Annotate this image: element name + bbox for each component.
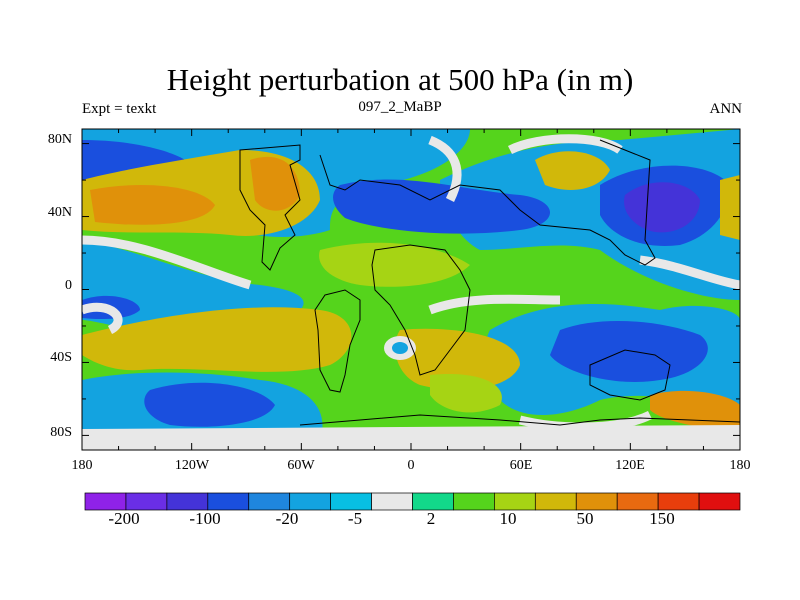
lon-label: 0 bbox=[407, 458, 415, 473]
lat-label: 40N bbox=[47, 205, 72, 220]
colorbar bbox=[84, 492, 741, 511]
colorbar-label: 10 bbox=[499, 509, 517, 528]
coastline bbox=[319, 139, 656, 266]
contour-band bbox=[428, 294, 561, 315]
contour-region bbox=[82, 307, 352, 372]
colorbar-label: 150 bbox=[649, 509, 675, 528]
colorbar-label: -100 bbox=[189, 509, 221, 528]
plot-title: Height perturbation at 500 hPa (in m) bbox=[166, 62, 634, 97]
lat-label: 80N bbox=[47, 132, 72, 147]
colorbar-label: -20 bbox=[275, 509, 299, 528]
contour-band bbox=[428, 135, 462, 203]
colorbar-box bbox=[698, 492, 741, 511]
contour-region bbox=[333, 179, 550, 234]
lat-label: 80S bbox=[50, 425, 72, 440]
colorbar-box bbox=[330, 492, 372, 511]
contour-band bbox=[82, 302, 123, 335]
colorbar-box bbox=[371, 492, 413, 511]
contour-region bbox=[624, 182, 700, 233]
left-string: Expt = texkt bbox=[82, 101, 157, 117]
coastline bbox=[589, 349, 671, 401]
contour-band bbox=[639, 255, 740, 290]
contour-region bbox=[650, 390, 740, 430]
contour-region bbox=[144, 382, 275, 427]
contour-region bbox=[430, 374, 502, 413]
right-string: ANN bbox=[709, 101, 743, 117]
contour-band bbox=[82, 425, 740, 450]
colorbar-label: 50 bbox=[576, 509, 594, 528]
colorbar-box bbox=[534, 492, 577, 511]
colorbar-label: -200 bbox=[108, 509, 140, 528]
contour-region bbox=[395, 328, 520, 390]
contour-region bbox=[720, 175, 740, 240]
contour-region bbox=[319, 242, 470, 287]
contour-region bbox=[392, 342, 408, 354]
lon-label: 60W bbox=[287, 458, 315, 473]
lat-label: 0 bbox=[65, 278, 72, 293]
contour-band bbox=[82, 235, 252, 290]
colorbar-box bbox=[494, 492, 536, 511]
contour-region bbox=[250, 156, 300, 211]
colorbar-box bbox=[289, 492, 331, 511]
contour-field bbox=[82, 129, 740, 450]
colorbar-box bbox=[125, 492, 168, 511]
coastline bbox=[299, 414, 740, 426]
colorbar-box bbox=[453, 492, 495, 511]
contour-region bbox=[90, 185, 215, 225]
contour-region bbox=[535, 151, 610, 190]
colorbar-box bbox=[575, 492, 618, 511]
contour-band bbox=[507, 134, 623, 155]
lon-label: 60E bbox=[509, 458, 533, 473]
contour-region bbox=[550, 320, 708, 382]
lon-label: 120W bbox=[174, 458, 210, 473]
colorbar-box bbox=[657, 492, 700, 511]
colorbar-box bbox=[207, 492, 250, 511]
axis-ticks bbox=[81, 129, 741, 450]
lon-label: 120E bbox=[615, 458, 645, 473]
lat-label: 40S bbox=[50, 350, 72, 365]
colorbar-label: -5 bbox=[347, 509, 363, 528]
colorbar-box bbox=[616, 492, 659, 511]
center-string: 097_2_MaBP bbox=[358, 99, 442, 115]
coastline bbox=[239, 144, 301, 271]
colorbar-box bbox=[84, 492, 127, 511]
colorbar-box bbox=[412, 492, 454, 511]
lon-label: 180 bbox=[729, 458, 751, 473]
colorbar-label: 2 bbox=[426, 509, 436, 528]
coastline bbox=[314, 289, 361, 393]
coastline bbox=[371, 244, 471, 376]
lon-label: 180 bbox=[71, 458, 93, 473]
colorbar-box bbox=[166, 492, 209, 511]
colorbar-box bbox=[248, 492, 291, 511]
